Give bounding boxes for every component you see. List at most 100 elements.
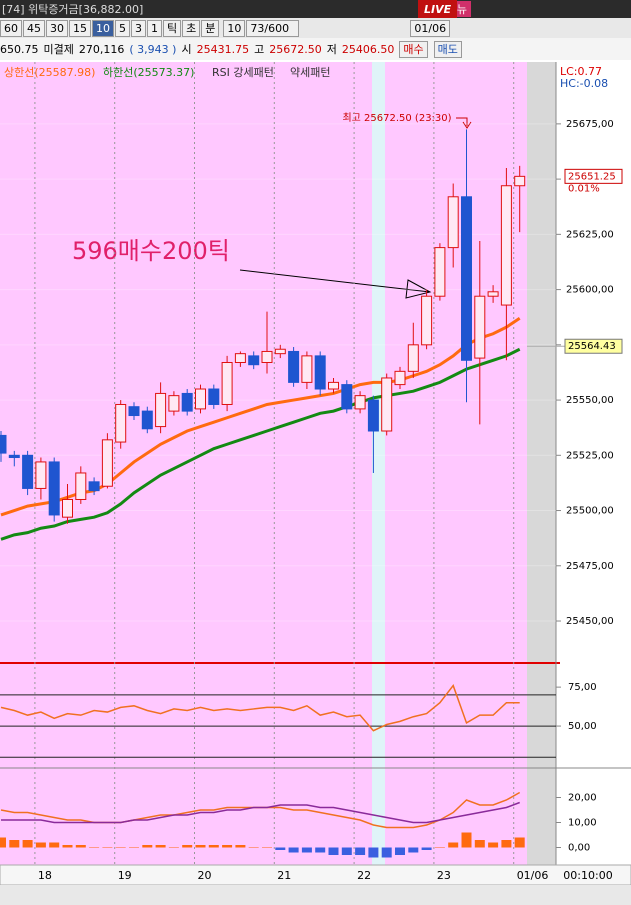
candle-body xyxy=(328,381,339,390)
candle-body xyxy=(208,388,220,405)
legend-entry: 약세패턴 xyxy=(290,65,330,79)
price-box xyxy=(564,168,623,184)
interval-button[interactable]: 분 xyxy=(201,19,220,37)
histogram-bar xyxy=(381,847,392,858)
interval-button[interactable]: 60 xyxy=(0,19,22,37)
y-tick-label: 25625,00 xyxy=(566,229,614,240)
candle-body xyxy=(367,399,379,432)
interval-button[interactable]: 틱 xyxy=(163,19,182,37)
histogram-bar xyxy=(102,847,113,848)
candle-body xyxy=(22,454,34,489)
histogram-bar xyxy=(408,847,419,853)
candle-body xyxy=(141,410,153,430)
interval-button[interactable]: 10 xyxy=(92,19,114,37)
candle-body xyxy=(474,295,486,359)
histogram-bar xyxy=(514,837,525,848)
band-line xyxy=(0,347,521,541)
histogram-bar xyxy=(75,845,86,848)
range-box[interactable]: 73/600 xyxy=(246,19,300,37)
candle-body xyxy=(62,498,73,518)
legend-entry: 상한선(25587.98) xyxy=(4,66,95,79)
sell-button[interactable]: 매도 xyxy=(433,40,462,58)
axis-area xyxy=(556,62,631,885)
legend-entry: RSI 강세패턴 xyxy=(212,66,274,79)
histogram-bar xyxy=(9,840,20,848)
candle-body xyxy=(288,350,300,383)
y-tick-label: 25550,00 xyxy=(566,395,614,406)
y-tick-label: 75,00 xyxy=(568,682,597,693)
candle-body xyxy=(461,196,472,361)
legend-entry: 하한선(25573.37) xyxy=(103,65,194,79)
histogram-bar xyxy=(49,842,60,848)
count-box[interactable]: 10 xyxy=(223,19,246,37)
histogram-bar xyxy=(89,847,100,848)
interval-button[interactable]: 3 xyxy=(131,19,146,37)
histogram-bar xyxy=(355,847,366,855)
x-tick-label: 18 xyxy=(38,869,52,882)
low: 25406.50 xyxy=(341,42,395,56)
candle-body xyxy=(8,454,20,459)
annotation: 596매수200틱 xyxy=(72,237,230,265)
y-tick-label: 10,00 xyxy=(568,818,597,829)
candle-body xyxy=(341,384,353,410)
band-line xyxy=(0,317,521,517)
candle-body xyxy=(301,355,313,383)
interval-button[interactable]: 15 xyxy=(69,19,91,37)
histogram-bar xyxy=(155,845,166,848)
max-arrow xyxy=(456,117,472,129)
candle-body xyxy=(500,185,512,306)
candle-body xyxy=(35,461,47,489)
line-price: 25564.43 xyxy=(568,341,616,352)
histogram-bar xyxy=(235,845,246,848)
histogram-bar xyxy=(62,845,73,848)
histogram-bar xyxy=(22,840,33,848)
y-tick-label: 50,00 xyxy=(568,721,597,732)
interval-button[interactable]: 45 xyxy=(23,19,45,37)
histogram-bar xyxy=(262,847,272,848)
histogram-bar xyxy=(275,847,286,850)
oi-label: 미결제 xyxy=(43,43,74,56)
y-tick-label: 0,00 xyxy=(568,843,590,854)
candle-body xyxy=(75,472,87,500)
histogram-bar xyxy=(461,832,472,848)
candle-body xyxy=(48,461,60,516)
high-label: 고 xyxy=(254,43,265,56)
max-label: 최고 25672.50 (23:30) xyxy=(342,112,451,124)
y-tick-label: 25525,00 xyxy=(566,450,614,461)
histogram-bar xyxy=(448,842,459,848)
y-tick-label: 20,00 xyxy=(568,793,597,804)
y-tick-label: 25500,00 xyxy=(566,506,614,517)
candle-body xyxy=(234,353,246,364)
histogram-bar xyxy=(341,847,352,855)
interval-button[interactable]: 5 xyxy=(115,19,130,37)
x-tick-label: 01/06 xyxy=(517,869,549,882)
candle-body xyxy=(434,247,446,297)
y-tick-label: 25600,00 xyxy=(566,285,614,296)
low-label: 저 xyxy=(326,43,337,56)
histogram-bar xyxy=(368,847,379,858)
toolbar: 60 45 30 15 10 5 3 1 틱 초 분 10 73/600 01/06 xyxy=(0,18,631,38)
candle-body xyxy=(115,403,127,443)
quote-bar: 650.75 미결제 270,116 ( 3,943 ) 시 25431.75 … xyxy=(0,38,631,60)
last-price: 25651.25 xyxy=(568,171,616,182)
histogram-bar xyxy=(474,840,485,848)
date-box[interactable]: 01/06 xyxy=(410,19,451,37)
histogram-bar xyxy=(421,847,432,850)
live-badge[interactable]: LIVE xyxy=(418,0,458,18)
histogram-bar xyxy=(248,847,259,848)
interval-button[interactable]: 30 xyxy=(46,19,68,37)
candle-body xyxy=(261,350,273,364)
candle-body xyxy=(314,355,326,390)
buy-button[interactable]: 매수 xyxy=(399,40,428,58)
histogram-bar xyxy=(328,847,339,855)
histogram-bar xyxy=(195,845,206,848)
candle-body xyxy=(88,481,100,492)
histogram-bar xyxy=(222,845,233,848)
y-tick-label: 25450,00 xyxy=(566,616,614,627)
histogram-bar xyxy=(142,845,153,848)
interval-button[interactable]: 초 xyxy=(182,19,201,37)
candle-body xyxy=(248,355,260,366)
interval-button[interactable]: 1 xyxy=(147,19,162,37)
candle-body xyxy=(407,344,419,372)
